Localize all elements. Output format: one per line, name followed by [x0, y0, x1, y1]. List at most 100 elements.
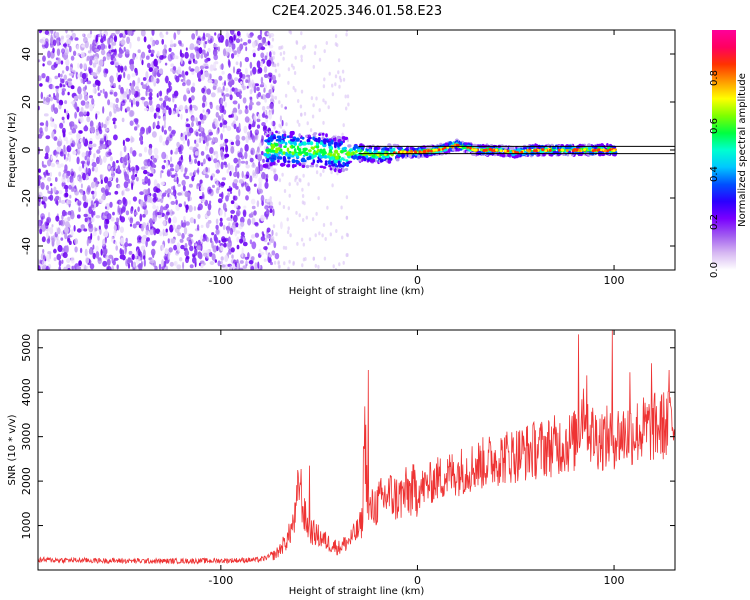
noise-point — [119, 33, 124, 38]
noise-point — [132, 169, 135, 173]
noise-point — [271, 229, 274, 236]
noise-point — [135, 165, 140, 171]
noise-point — [61, 90, 65, 96]
noise-point — [45, 254, 50, 261]
noise-point — [59, 122, 64, 129]
signal-point — [317, 137, 321, 142]
signal-peak-point — [434, 148, 438, 152]
noise-point — [269, 196, 272, 201]
noise-point — [311, 114, 315, 119]
noise-point — [214, 259, 217, 263]
noise-point — [239, 147, 243, 154]
noise-point — [197, 213, 201, 219]
noise-point — [145, 229, 149, 236]
noise-point — [77, 200, 82, 206]
noise-point — [270, 98, 274, 103]
noise-point — [175, 75, 180, 83]
noise-point — [153, 179, 158, 187]
signal-point — [337, 147, 341, 150]
noise-point — [65, 34, 71, 39]
noise-point — [215, 152, 219, 160]
noise-point — [96, 156, 100, 164]
signal-point — [274, 150, 279, 154]
noise-point — [264, 41, 268, 47]
noise-point — [271, 37, 275, 42]
noise-point — [161, 125, 164, 133]
noise-point — [143, 146, 148, 153]
noise-point — [176, 141, 180, 148]
noise-point — [126, 153, 129, 161]
noise-point — [167, 97, 171, 102]
noise-point — [271, 236, 275, 241]
noise-point — [209, 64, 214, 72]
noise-point — [338, 84, 341, 89]
noise-point — [200, 127, 204, 132]
noise-point — [211, 253, 216, 261]
noise-point — [80, 116, 83, 123]
noise-point — [73, 50, 77, 56]
noise-point — [216, 129, 219, 135]
noise-point — [164, 49, 167, 54]
noise-point — [77, 62, 80, 69]
noise-point — [202, 140, 206, 144]
noise-point — [287, 226, 290, 231]
noise-point — [162, 115, 167, 122]
noise-point — [229, 164, 234, 173]
noise-point — [129, 120, 134, 126]
noise-point — [256, 101, 261, 106]
noise-point — [55, 177, 58, 182]
noise-point — [345, 32, 348, 37]
noise-point — [168, 125, 172, 132]
noise-point — [252, 135, 256, 143]
noise-point — [43, 196, 48, 202]
noise-point — [206, 51, 209, 57]
noise-point — [298, 122, 301, 127]
signal-peak-point — [612, 149, 616, 152]
noise-point — [301, 187, 304, 192]
noise-point — [175, 251, 179, 256]
noise-point — [159, 34, 165, 39]
noise-point — [115, 30, 120, 35]
noise-point — [233, 123, 237, 130]
signal-peak-point — [565, 149, 569, 153]
noise-point — [135, 221, 140, 226]
noise-point — [38, 133, 43, 139]
noise-point — [173, 244, 178, 251]
signal-point — [278, 156, 283, 160]
noise-point — [110, 32, 116, 37]
noise-point — [126, 94, 130, 100]
noise-point — [232, 66, 236, 74]
x-tick-label: 100 — [604, 274, 625, 287]
noise-point — [233, 179, 238, 184]
noise-point — [63, 136, 68, 142]
noise-point — [47, 177, 52, 182]
signal-point — [330, 160, 334, 165]
noise-point — [201, 87, 206, 94]
noise-point — [217, 198, 223, 204]
noise-point — [236, 171, 240, 179]
signal-point — [397, 154, 402, 157]
noise-point — [245, 46, 248, 52]
noise-point — [292, 261, 295, 266]
noise-point — [162, 219, 166, 227]
noise-point — [109, 38, 114, 44]
noise-point — [110, 156, 113, 162]
noise-point — [279, 115, 282, 122]
signal-point — [280, 148, 283, 152]
noise-point — [163, 129, 167, 135]
signal-point — [342, 161, 345, 166]
signal-point — [408, 153, 412, 159]
noise-point — [240, 38, 243, 42]
noise-point — [232, 47, 235, 52]
noise-point — [62, 130, 65, 138]
noise-point — [193, 60, 198, 65]
noise-point — [50, 121, 55, 128]
noise-point — [53, 136, 58, 141]
noise-point — [103, 72, 108, 78]
noise-point — [124, 65, 127, 72]
noise-point — [89, 95, 93, 99]
noise-point — [246, 185, 251, 192]
noise-point — [120, 93, 124, 102]
